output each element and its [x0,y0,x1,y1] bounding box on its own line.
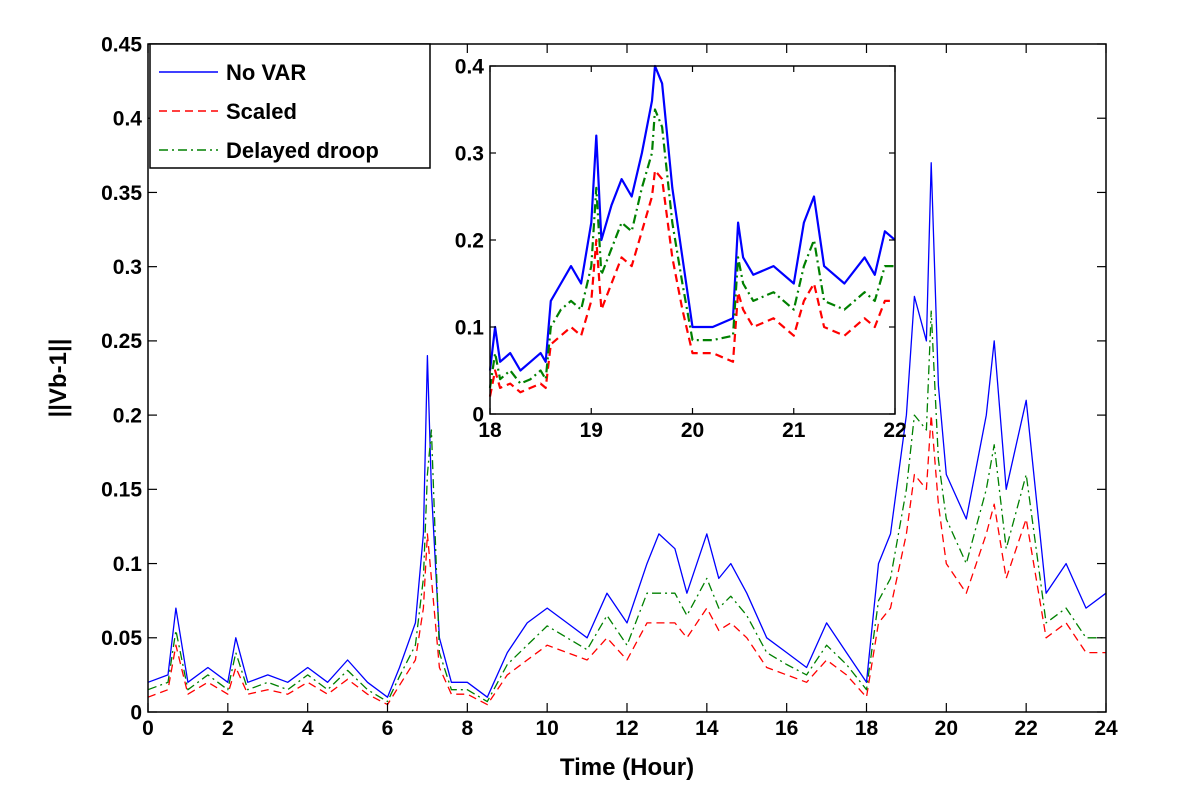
main-series-scaled [147,414,1106,706]
main-ytick-label: 0 [130,701,142,724]
inset-series-no-var [488,64,896,372]
inset-xtick-label: 21 [782,419,806,442]
main-ytick-label: 0.1 [113,553,143,576]
main-ytick-label: 0.35 [101,182,142,205]
main-xtick-label: 18 [855,717,879,740]
legend-box [149,43,431,169]
main-xtick-label: 8 [461,717,473,740]
main-ytick-label: 0.05 [101,627,142,650]
inset-ytick-label: 0.3 [455,142,484,165]
legend-label-delayed-droop: Delayed droop [226,138,379,163]
main-xtick-label: 22 [1014,717,1037,740]
main-xtick-label: 10 [535,717,558,740]
inset-xtick-label: 20 [681,419,704,442]
legend-label-scaled: Scaled [226,99,297,124]
inset-xtick-label: 19 [580,419,603,442]
legend: No VAR Scaled Delayed droop [149,43,431,169]
main-ytick-label: 0.25 [101,330,142,353]
y-axis-label: ||Vb-1|| [45,339,72,418]
main-xtick-label: 6 [382,717,394,740]
main-series-delayed-droop [147,310,1106,703]
inset-ytick-label: 0.1 [455,316,485,339]
inset-ytick-label: 0.2 [455,229,484,252]
main-ytick-label: 0.15 [101,479,142,502]
legend-label-no-var: No VAR [226,60,306,85]
main-ytick-label: 0.4 [113,108,143,131]
main-ytick-label: 0.45 [101,33,142,56]
main-xtick-label: 24 [1094,717,1118,740]
inset-ytick-label: 0.4 [455,55,485,78]
x-axis-label: Time (Hour) [560,754,694,781]
main-ytick-label: 0.3 [113,256,142,279]
inset-ytick-label: 0 [472,403,484,426]
main-xtick-label: 12 [615,717,638,740]
main-xtick-label: 16 [775,717,798,740]
main-xtick-label: 0 [142,717,154,740]
inset-series-scaled [488,169,895,397]
main-series-no-var [147,162,1107,698]
main-xtick-label: 4 [302,717,314,740]
inset-xtick-label: 18 [478,419,502,442]
main-xtick-label: 2 [222,717,234,740]
main-xtick-label: 20 [935,717,958,740]
inset-xtick-label: 22 [883,419,906,442]
inset-series-delayed-droop [488,108,895,389]
inset-background [490,66,895,414]
main-ytick-label: 0.2 [113,404,142,427]
inset-plot: 18 19 20 21 22 0 0.1 0.2 0.3 0.4 [455,55,907,442]
main-xtick-label: 14 [695,717,719,740]
